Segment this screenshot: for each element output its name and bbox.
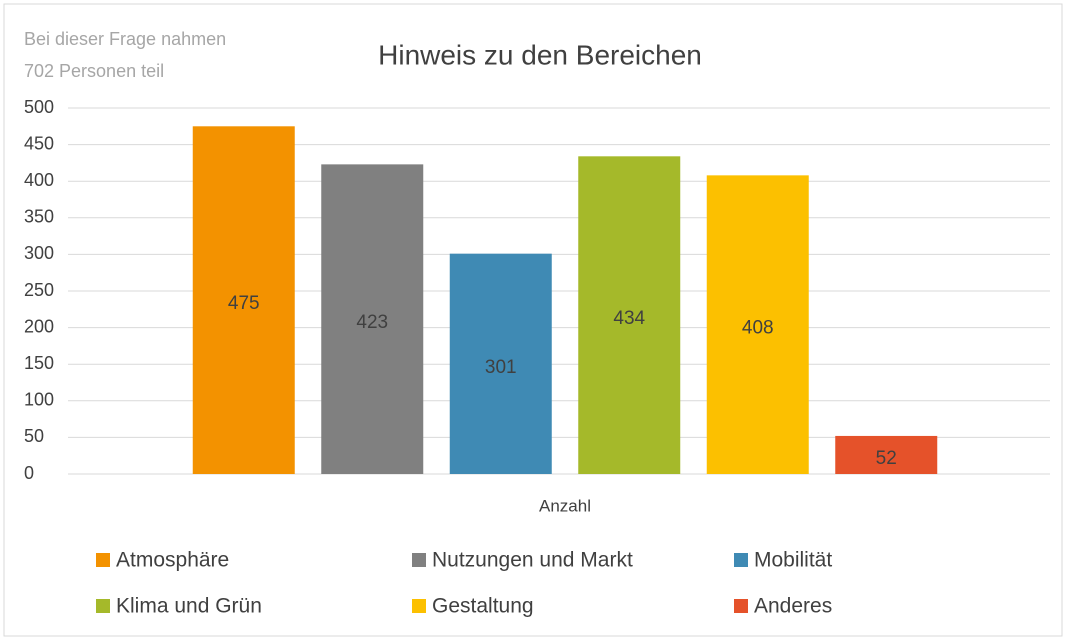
annotation: Bei dieser Frage nahmen — [24, 29, 226, 49]
y-tick-label: 0 — [24, 463, 34, 483]
y-tick-label: 200 — [24, 316, 54, 336]
y-tick-label: 50 — [24, 426, 44, 446]
legend-swatch — [734, 599, 748, 613]
legend-label: Anderes — [754, 595, 832, 618]
y-tick-label: 500 — [24, 97, 54, 117]
y-tick-label: 150 — [24, 353, 54, 373]
legend-swatch — [96, 553, 110, 567]
legend-label: Nutzungen und Markt — [432, 549, 633, 572]
chart-title: Hinweis zu den Bereichen — [378, 39, 702, 70]
y-tick-label: 100 — [24, 390, 54, 410]
legend-swatch — [734, 553, 748, 567]
bar — [321, 164, 424, 474]
annotation: 702 Personen teil — [24, 61, 164, 81]
legend-label: Gestaltung — [432, 595, 534, 618]
x-tick-label: Anzahl — [539, 496, 591, 515]
legend-swatch — [412, 553, 426, 567]
legend-swatch — [96, 599, 110, 613]
y-tick-label: 450 — [24, 133, 54, 153]
bar — [706, 175, 809, 474]
bar — [578, 156, 681, 474]
y-tick-label: 300 — [24, 243, 54, 263]
data-label: 301 — [485, 357, 517, 378]
legend-label: Atmosphäre — [116, 549, 229, 572]
bar — [192, 126, 295, 475]
bar — [449, 253, 552, 474]
data-label: 475 — [228, 293, 260, 314]
data-label: 423 — [356, 312, 388, 333]
data-label: 52 — [876, 448, 897, 469]
legend-label: Mobilität — [754, 549, 832, 572]
bar — [835, 435, 938, 474]
data-label: 434 — [613, 308, 645, 329]
data-label: 408 — [742, 318, 774, 339]
y-tick-label: 400 — [24, 170, 54, 190]
legend-swatch — [412, 599, 426, 613]
y-tick-label: 250 — [24, 280, 54, 300]
legend-label: Klima und Grün — [116, 595, 262, 618]
y-tick-label: 350 — [24, 207, 54, 227]
